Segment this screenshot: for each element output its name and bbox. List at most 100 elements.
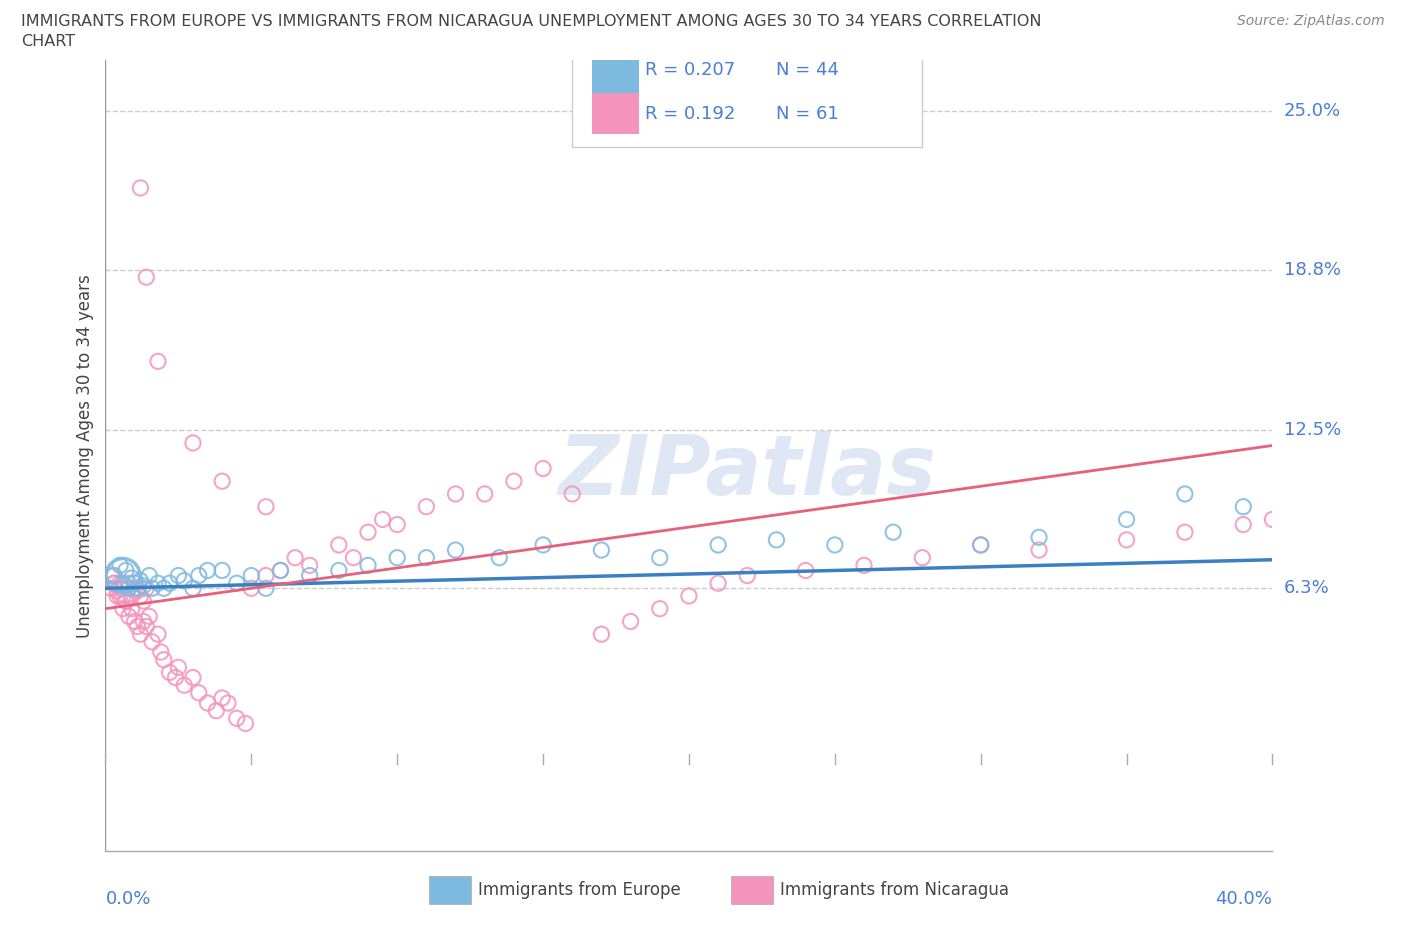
Text: 12.5%: 12.5% bbox=[1284, 421, 1341, 439]
Point bbox=[103, 576, 125, 591]
Text: Immigrants from Nicaragua: Immigrants from Nicaragua bbox=[780, 881, 1010, 899]
Point bbox=[619, 614, 641, 629]
Point bbox=[159, 665, 181, 680]
Point bbox=[135, 619, 157, 634]
Point bbox=[852, 558, 875, 573]
Point bbox=[108, 589, 131, 604]
Point bbox=[124, 614, 146, 629]
Point bbox=[269, 563, 292, 578]
Point bbox=[146, 576, 169, 591]
Point bbox=[135, 581, 157, 596]
Y-axis label: Unemployment Among Ages 30 to 34 years: Unemployment Among Ages 30 to 34 years bbox=[76, 273, 94, 638]
Point bbox=[121, 571, 143, 586]
Point bbox=[254, 568, 277, 583]
Text: 40.0%: 40.0% bbox=[1216, 890, 1272, 908]
Point bbox=[103, 568, 125, 583]
Point bbox=[415, 499, 437, 514]
Point bbox=[591, 627, 613, 642]
Point bbox=[531, 538, 554, 552]
Point bbox=[124, 576, 146, 591]
Point bbox=[648, 551, 671, 565]
Point bbox=[342, 551, 364, 565]
Point bbox=[1028, 542, 1050, 557]
Point bbox=[240, 581, 263, 596]
Point bbox=[167, 568, 190, 583]
Point bbox=[235, 716, 257, 731]
Point bbox=[197, 563, 219, 578]
Point bbox=[141, 581, 163, 596]
Point bbox=[561, 486, 583, 501]
Point bbox=[105, 583, 128, 598]
Text: R = 0.192: R = 0.192 bbox=[644, 105, 735, 123]
Point bbox=[127, 583, 149, 598]
Point bbox=[135, 270, 157, 285]
Point bbox=[127, 619, 149, 634]
Point bbox=[100, 568, 122, 583]
Point bbox=[385, 517, 409, 532]
Point bbox=[328, 538, 350, 552]
Point bbox=[115, 593, 138, 608]
Point bbox=[707, 538, 730, 552]
Point bbox=[970, 538, 993, 552]
Point bbox=[173, 678, 195, 693]
Point bbox=[124, 581, 146, 596]
Point bbox=[105, 589, 128, 604]
Point bbox=[474, 486, 496, 501]
Point bbox=[648, 602, 671, 617]
Point bbox=[357, 525, 380, 539]
Point bbox=[794, 563, 817, 578]
Point bbox=[298, 568, 321, 583]
Point bbox=[108, 581, 131, 596]
Point bbox=[138, 609, 160, 624]
Point bbox=[167, 660, 190, 675]
Point bbox=[298, 558, 321, 573]
Point bbox=[115, 563, 138, 578]
Point bbox=[111, 602, 134, 617]
Point bbox=[111, 581, 134, 596]
Text: 0.0%: 0.0% bbox=[105, 890, 150, 908]
Point bbox=[115, 593, 138, 608]
Point bbox=[181, 435, 204, 450]
Point bbox=[153, 652, 174, 667]
Point bbox=[118, 576, 141, 591]
Point bbox=[217, 696, 239, 711]
Point bbox=[444, 486, 467, 501]
Point bbox=[254, 581, 277, 596]
Text: 25.0%: 25.0% bbox=[1284, 102, 1341, 121]
Point bbox=[211, 563, 233, 578]
Point bbox=[882, 525, 904, 539]
Point bbox=[146, 627, 169, 642]
Text: IMMIGRANTS FROM EUROPE VS IMMIGRANTS FROM NICARAGUA UNEMPLOYMENT AMONG AGES 30 T: IMMIGRANTS FROM EUROPE VS IMMIGRANTS FRO… bbox=[21, 14, 1042, 29]
Point bbox=[240, 568, 263, 583]
Text: N = 44: N = 44 bbox=[776, 60, 839, 78]
Point bbox=[824, 538, 846, 552]
Point bbox=[118, 609, 141, 624]
Point bbox=[141, 634, 163, 649]
Point bbox=[108, 576, 131, 591]
Point bbox=[1115, 532, 1137, 547]
Point bbox=[132, 614, 155, 629]
Text: N = 61: N = 61 bbox=[776, 105, 839, 123]
Point bbox=[284, 551, 307, 565]
Point bbox=[108, 558, 131, 573]
Text: 6.3%: 6.3% bbox=[1284, 579, 1329, 597]
Point bbox=[415, 551, 437, 565]
Point bbox=[100, 581, 122, 596]
Text: ZIPatlas: ZIPatlas bbox=[558, 431, 936, 512]
Point bbox=[111, 568, 134, 583]
Point bbox=[165, 671, 187, 685]
Point bbox=[138, 568, 160, 583]
Point bbox=[488, 551, 510, 565]
Point bbox=[385, 551, 409, 565]
Point bbox=[127, 581, 149, 596]
Point bbox=[678, 589, 700, 604]
Point bbox=[111, 589, 134, 604]
FancyBboxPatch shape bbox=[592, 51, 638, 93]
Text: 18.8%: 18.8% bbox=[1284, 260, 1340, 279]
Point bbox=[911, 551, 934, 565]
Point bbox=[103, 576, 125, 591]
Point bbox=[225, 711, 247, 725]
Point bbox=[132, 593, 155, 608]
Point bbox=[1115, 512, 1137, 527]
Point bbox=[159, 576, 181, 591]
